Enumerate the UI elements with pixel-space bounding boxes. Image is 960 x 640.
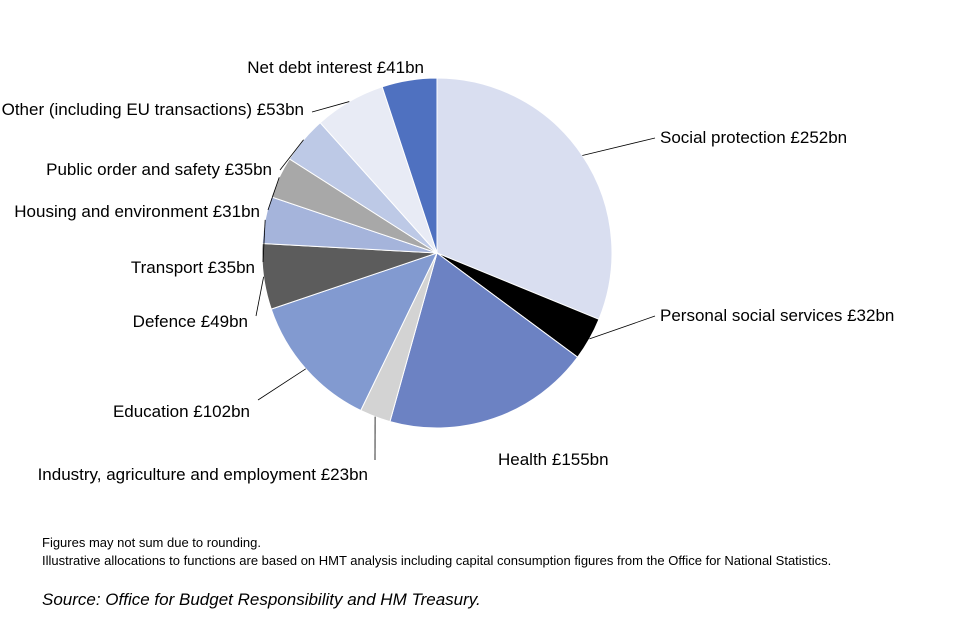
label-personal_social: Personal social services £32bn (660, 306, 894, 326)
label-education: Education £102bn (113, 402, 250, 422)
label-industry: Industry, agriculture and employment £23… (38, 465, 368, 485)
label-net_debt: Net debt interest £41bn (247, 58, 424, 78)
footnote-line-1: Figures may not sum due to rounding. (42, 534, 831, 552)
label-social_protection: Social protection £252bn (660, 128, 847, 148)
label-transport: Transport £35bn (131, 258, 255, 278)
footnote-block: Figures may not sum due to rounding. Ill… (42, 534, 831, 569)
label-housing: Housing and environment £31bn (14, 202, 260, 222)
leader-social_protection (582, 138, 655, 155)
label-health: Health £155bn (498, 450, 609, 470)
leader-education (258, 369, 306, 400)
label-other: Other (including EU transactions) £53bn (2, 100, 304, 120)
footnote-line-2: Illustrative allocations to functions ar… (42, 552, 831, 570)
label-public_order: Public order and safety £35bn (46, 160, 272, 180)
pie-chart-container: Figures may not sum due to rounding. Ill… (0, 0, 960, 640)
source-line: Source: Office for Budget Responsibility… (42, 590, 481, 610)
label-defence: Defence £49bn (133, 312, 248, 332)
leader-defence (256, 277, 264, 316)
